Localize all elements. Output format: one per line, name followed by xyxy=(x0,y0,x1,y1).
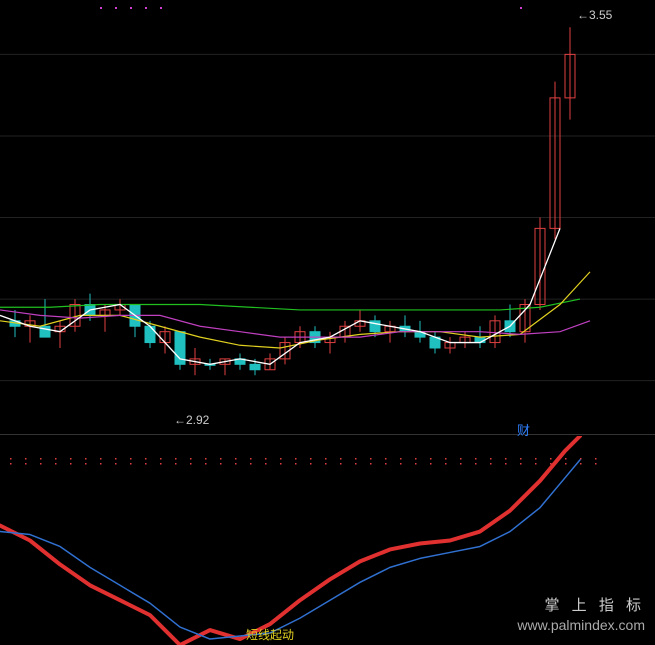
price-chart[interactable]: ←3.55←2.92财 xyxy=(0,0,655,435)
watermark: 掌 上 指 标 www.palmindex.com xyxy=(517,594,645,633)
price-label: ←3.55 xyxy=(577,8,612,22)
signal-dot xyxy=(130,7,132,9)
indicator-marker: 短线起动 xyxy=(246,626,294,643)
signal-dot xyxy=(145,7,147,9)
signal-dot xyxy=(115,7,117,9)
watermark-url: www.palmindex.com xyxy=(517,617,645,633)
signal-dot xyxy=(520,7,522,9)
watermark-title: 掌 上 指 标 xyxy=(544,597,645,614)
price-chart-svg xyxy=(0,0,655,435)
indicator-blue xyxy=(0,460,580,639)
signal-dot xyxy=(100,7,102,9)
signal-dot xyxy=(160,7,162,9)
price-label: ←2.92 xyxy=(174,413,209,427)
